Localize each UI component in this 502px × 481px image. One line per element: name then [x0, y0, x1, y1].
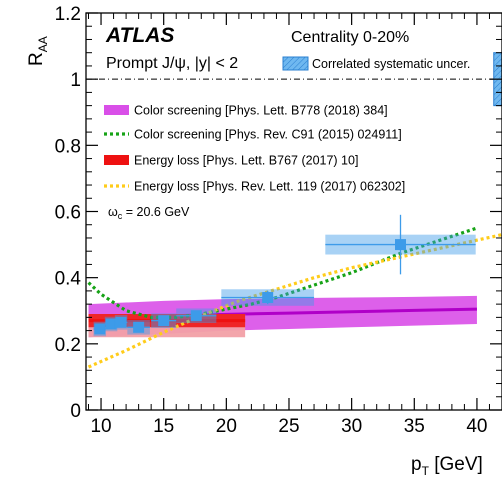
x-tick-label: 30: [341, 416, 362, 437]
axis-ticks: 10 15 20 25 30 35 40 0 0.2 0.4 0.6 0.8 1 1.2: [55, 4, 502, 437]
chart-texts: ATLAS Prompt J/ψ, |y| < 2 Centrality 0-20%…: [26, 24, 483, 478]
data-point-marker: [262, 292, 274, 304]
data-point-marker: [190, 310, 202, 322]
legend-entry-label: Energy loss [Phys. Rev. Lett. 119 (2017)…: [134, 180, 405, 194]
data-point: [221, 289, 315, 306]
y-tick-label: 0.8: [55, 136, 81, 157]
data-point: [176, 308, 217, 323]
legend-swatch-band: [104, 155, 129, 165]
y-tick-label: 0.2: [55, 335, 81, 356]
data-point: [127, 320, 150, 335]
correlated-legend-swatch: [282, 56, 309, 71]
omega-annotation: ωc = 20.6 GeV: [108, 205, 190, 221]
legend-entry-label: Energy loss [Phys. Lett. B767 (2017) 10]: [134, 154, 358, 168]
data-point: [325, 214, 476, 275]
legend-swatch-band: [104, 105, 129, 115]
omega-value: = 20.6 GeV: [122, 205, 190, 219]
y-axis-title-main: R: [26, 52, 47, 66]
data-point: [104, 316, 118, 332]
y-tick-label: 1.2: [55, 4, 81, 25]
legend-entry-label: Color screening [Phys. Rev. C91 (2015) 0…: [134, 128, 402, 142]
theory-bands: [88, 295, 477, 338]
omega-symbol: ω: [108, 205, 118, 219]
x-tick-label: 20: [216, 416, 237, 437]
y-axis-title-sub: AA: [36, 36, 50, 52]
data-point-marker: [105, 318, 117, 330]
data-point-marker: [115, 316, 127, 328]
y-tick-label: 0.4: [55, 269, 82, 290]
title-label: ATLAS: [105, 24, 174, 47]
y-tick-label: 1: [70, 70, 81, 91]
data-points: [93, 214, 476, 337]
x-tick-label: 25: [278, 416, 299, 437]
x-axis-title-unit: [GeV]: [429, 454, 483, 475]
y-tick-label: 0: [70, 401, 81, 422]
x-axis-title-main: p: [411, 454, 422, 475]
correlated-legend-label: Correlated systematic uncer.: [312, 57, 470, 71]
data-point: [93, 321, 107, 337]
data-point-marker: [133, 321, 145, 333]
data-point-marker: [395, 239, 407, 251]
y-tick-label: 0.6: [55, 203, 81, 224]
data-point: [114, 315, 128, 330]
data-point: [151, 313, 177, 328]
x-tick-label: 15: [153, 416, 174, 437]
x-tick-label: 40: [466, 416, 487, 437]
legend: Color screening [Phys. Lett. B778 (2018)…: [104, 104, 405, 221]
x-tick-label: 10: [90, 416, 111, 437]
subtitle-label: Prompt J/ψ, |y| < 2: [106, 55, 238, 72]
y-axis-title: RAA: [26, 36, 50, 66]
data-point-marker: [94, 323, 106, 335]
legend-entry-label: Color screening [Phys. Lett. B778 (2018)…: [134, 104, 388, 118]
energy-loss-curve: [87, 233, 502, 369]
x-tick-label: 35: [404, 416, 425, 437]
centrality-label: Centrality 0-20%: [291, 29, 409, 46]
x-axis-title-sub: T: [422, 464, 430, 478]
data-point-marker: [158, 315, 170, 327]
omega-subscript: c: [118, 211, 123, 221]
x-axis-title: pT [GeV]: [411, 454, 483, 478]
